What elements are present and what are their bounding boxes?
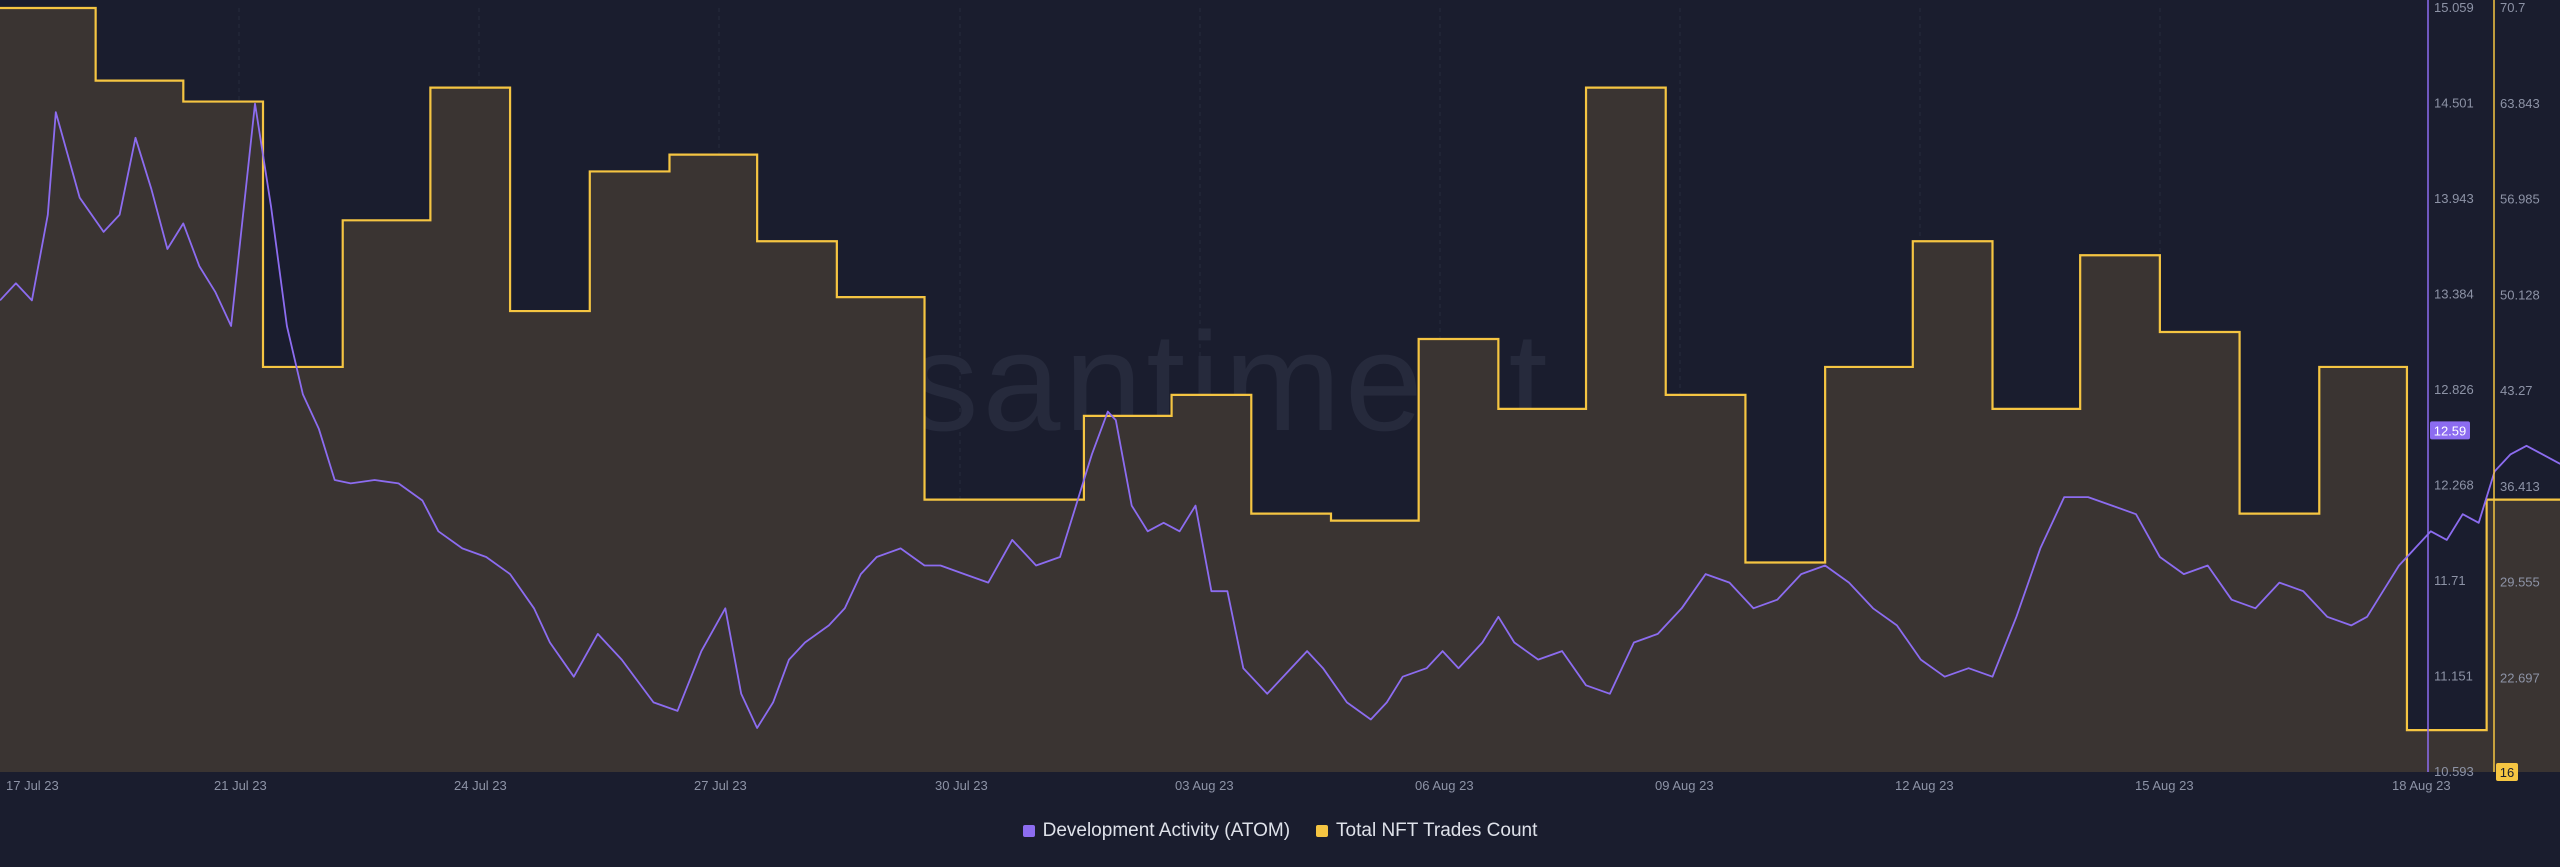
dev-y-tick-label: 13.384 — [2434, 287, 2474, 302]
nft-y-tick-label: 56.985 — [2500, 192, 2540, 207]
dev-y-tick-label: 11.151 — [2434, 669, 2473, 684]
nft-y-tick-label: 50.128 — [2500, 287, 2540, 302]
dev-y-tick-label: 10.593 — [2434, 764, 2474, 779]
x-tick-label: 24 Jul 23 — [454, 778, 507, 793]
x-tick-label: 12 Aug 23 — [1895, 778, 1954, 793]
development-activity-line — [0, 102, 2560, 729]
nft-trades-line — [0, 6, 2560, 732]
dev-y-tick-label: 13.943 — [2434, 191, 2474, 206]
nft-trades-area — [0, 8, 2560, 772]
nft-y-tick-label: 29.555 — [2500, 575, 2540, 590]
nft-current-value-label: 16 — [2500, 765, 2514, 780]
dev-y-tick-label: 12.826 — [2434, 382, 2474, 397]
dev-y-tick-label: 15.059 — [2434, 0, 2474, 15]
x-tick-label: 15 Aug 23 — [2135, 778, 2194, 793]
dev-y-tick-label: 14.501 — [2434, 95, 2474, 110]
dev-current-value-badge — [2430, 421, 2470, 440]
x-tick-label: 09 Aug 23 — [1655, 778, 1714, 793]
nft-y-tick-label: 70.7 — [2500, 0, 2525, 15]
x-tick-label: 30 Jul 23 — [935, 778, 988, 793]
nft-y-tick-label: 63.843 — [2500, 96, 2540, 111]
x-tick-label: 03 Aug 23 — [1175, 778, 1234, 793]
dev-y-tick-label: 12.268 — [2434, 477, 2474, 492]
nft-current-value-badge — [2496, 763, 2518, 781]
x-tick-label: 17 Jul 23 — [6, 778, 59, 793]
development-activity-series — [0, 102, 2560, 729]
dev-current-value-label: 12.59 — [2434, 423, 2467, 438]
legend-label-development-activity: Development Activity (ATOM) — [1042, 820, 1291, 841]
x-tick-label: 06 Aug 23 — [1415, 778, 1474, 793]
nft-y-tick-label: 36.413 — [2500, 479, 2540, 494]
dev-y-tick-label: 11.71 — [2434, 573, 2466, 588]
nft-y-tick-label: 22.697 — [2500, 670, 2540, 685]
nft-trades-series — [0, 6, 2560, 772]
legend-label-nft-trades: Total NFT Trades Count — [1336, 820, 1538, 841]
legend-item-nft-trades[interactable]: Total NFT Trades Count — [1316, 820, 1537, 842]
nft-y-tick-label: 43.27 — [2500, 383, 2533, 398]
axes: 17 Jul 23 21 Jul 23 24 Jul 23 27 Jul 23 30 J… — [6, 0, 2540, 793]
x-tick-label: 21 Jul 23 — [214, 778, 267, 793]
legend-item-development-activity[interactable]: Development Activity (ATOM) — [1022, 820, 1291, 842]
x-tick-label: 27 Jul 23 — [694, 778, 747, 793]
legend-swatch-nft-trades — [1316, 825, 1329, 837]
legend-swatch-development-activity — [1022, 825, 1035, 837]
legend: Development Activity (ATOM) Total NFT Tr… — [0, 820, 2560, 842]
x-tick-label: 18 Aug 23 — [2392, 778, 2451, 793]
